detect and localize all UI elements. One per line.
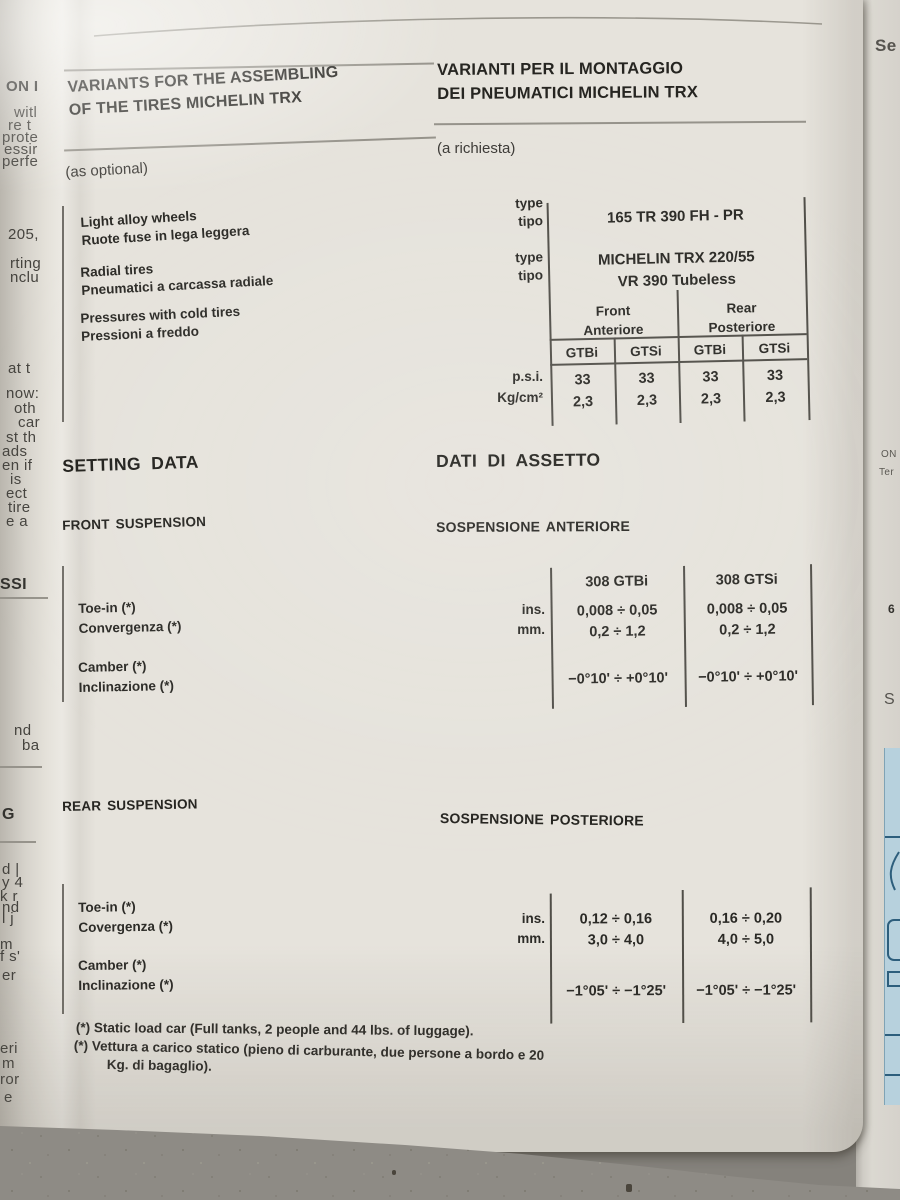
next-page-text-fragment: S (884, 691, 896, 708)
carpet-speck (392, 1170, 396, 1175)
page-light-sheen (0, 0, 863, 1152)
diagram-lines (885, 836, 900, 1076)
next-page-text-fragment: ON (881, 449, 897, 460)
manual-page: ON I witl re t prote essir perfe 205, rt… (0, 0, 863, 1152)
next-page-edge: Se ON Ter 6 S (856, 0, 900, 1194)
next-page-text-fragment: Se (875, 36, 897, 55)
next-page-text-fragment: 6 (888, 602, 896, 616)
carpet-speck (626, 1184, 632, 1192)
next-page-text-fragment: Ter (879, 467, 895, 478)
next-page-diagram-fragment (884, 748, 900, 1105)
